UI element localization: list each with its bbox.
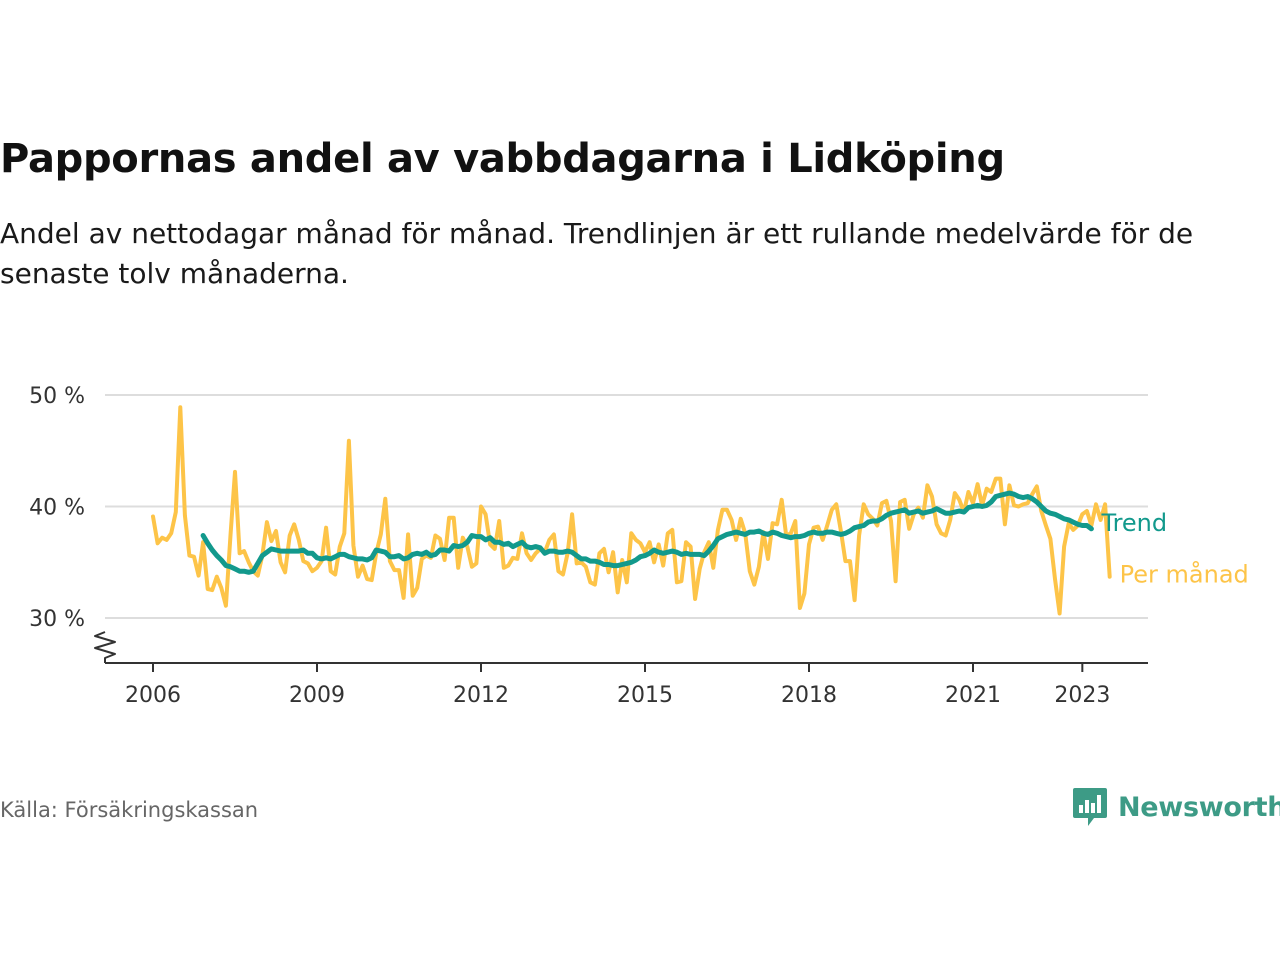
gridlines [105, 394, 1148, 619]
logo-text: Newsworthy [1118, 791, 1280, 823]
x-tick-label: 2018 [781, 683, 837, 708]
y-tick-label: 30 % [29, 607, 85, 632]
x-tick-label: 2023 [1054, 683, 1110, 708]
x-tick-label: 2012 [453, 683, 509, 708]
source-note: Källa: Försäkringskassan [0, 798, 259, 822]
y-tick-label: 40 % [29, 496, 85, 521]
series-line-monthly [151, 405, 1112, 616]
y-axis-tick-labels: 30 % 40 % 50 % [29, 384, 85, 632]
series-labels: Trend Per månad [1100, 509, 1248, 589]
chart-subtitle: Andel av nettodagar månad för månad. Tre… [0, 217, 1194, 290]
series-lines [151, 405, 1112, 616]
line-chart: 30 % 40 % 50 % 2006 2009 2012 2015 2018 2021 202… [29, 384, 1249, 708]
series-label-per-manad: Per månad [1120, 560, 1249, 589]
chart-title: Pappornas andel av vabbdagarna i Lidköpi… [0, 136, 1005, 182]
y-tick-label: 50 % [29, 384, 85, 409]
x-axis: 2006 2009 2012 2015 2018 2021 2023 [105, 662, 1148, 708]
x-tick-label: 2015 [617, 683, 673, 708]
series-line-trend [200, 490, 1094, 575]
y-axis-break-icon [94, 631, 116, 663]
x-tick-label: 2006 [125, 683, 181, 708]
x-tick-label: 2009 [289, 683, 345, 708]
series-label-trend: Trend [1100, 509, 1167, 537]
newsworthy-chart-bubble-icon [1073, 788, 1107, 826]
x-tick-label: 2021 [945, 683, 1001, 708]
axis-break-zigzag [94, 631, 116, 663]
newsworthy-logo[interactable]: Newsworthy [1072, 786, 1280, 828]
